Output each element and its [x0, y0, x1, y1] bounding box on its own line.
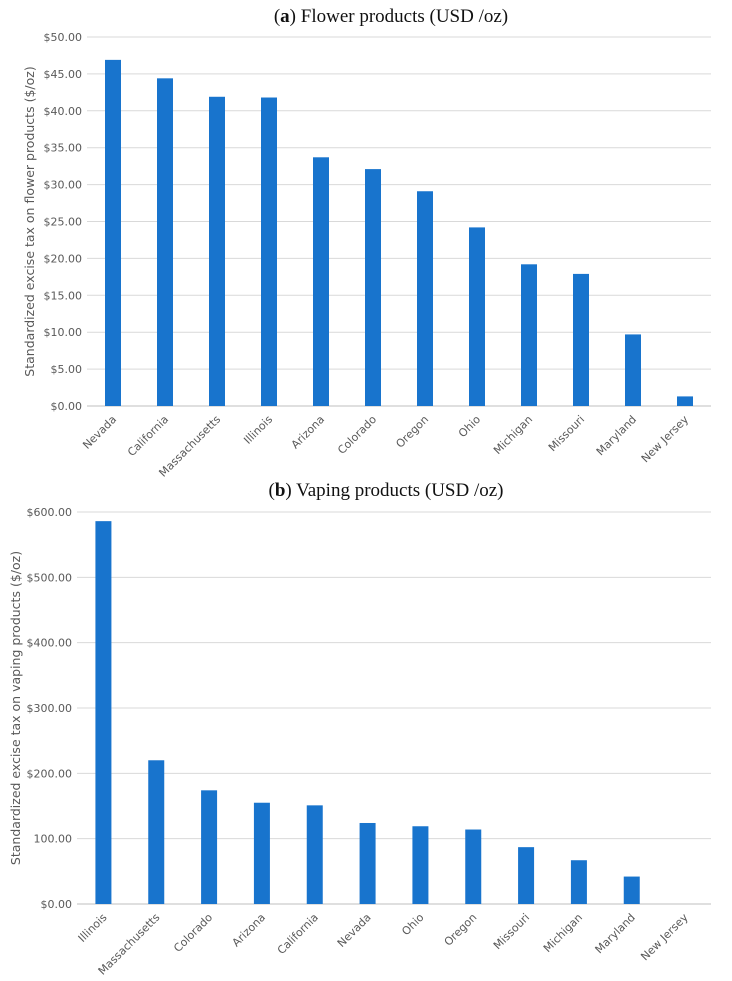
x-tick-label: Colorado [171, 911, 215, 955]
x-tick-label: Arizona [230, 911, 268, 949]
y-axis-label: Standardized excise tax on flower produc… [22, 66, 37, 376]
title-close-paren: ) [290, 6, 301, 27]
y-tick-label: $50.00 [44, 31, 83, 44]
bar-michigan [570, 860, 587, 904]
bar-maryland [623, 876, 640, 904]
bar-ohio [412, 826, 429, 904]
bar-arizona [313, 157, 329, 406]
x-tick-label: New Jersey [639, 413, 692, 466]
title-text: Vaping products (USD /oz) [296, 480, 503, 501]
bar-arizona [253, 802, 270, 904]
y-tick-label: $200.00 [27, 767, 73, 780]
x-tick-label: Illinois [76, 911, 110, 945]
x-tick-label: Ohio [399, 911, 426, 938]
x-tick-label: Maryland [593, 911, 638, 956]
bar-missouri [573, 273, 589, 406]
x-tick-label: Illinois [241, 413, 275, 447]
y-tick-label: $300.00 [27, 702, 73, 715]
y-tick-label: $400.00 [27, 637, 73, 650]
bar-colorado [201, 790, 218, 904]
x-tick-label: Michigan [541, 911, 585, 955]
y-tick-label: $35.00 [44, 142, 83, 155]
chart-flower-products: (a) Flower products (USD /oz) $0.00 $5.00 $… [22, 6, 711, 480]
y-tick-label: 100.00 [34, 833, 73, 846]
title-panel-label: a [280, 6, 290, 27]
y-tick-label: $30.00 [44, 179, 83, 192]
y-tick-label: $40.00 [44, 105, 83, 118]
chart-vaping-products: (b) Vaping products (USD /oz) $0.00 100.00… [8, 480, 711, 978]
x-tick-label: Oregon [393, 413, 431, 451]
bar-illinois [95, 521, 112, 904]
bar-california [157, 78, 173, 406]
x-tick-label: Ohio [456, 413, 483, 440]
x-tick-label: Nevada [80, 413, 119, 452]
y-tick-label: $10.00 [44, 326, 83, 339]
chart-title: (a) Flower products (USD /oz) [274, 6, 508, 27]
x-tick-label: Maryland [594, 413, 639, 458]
title-close-paren: ) [285, 480, 296, 501]
y-tick-label: $15.00 [44, 289, 83, 302]
title-panel-label: b [275, 480, 286, 501]
y-tick-label: $45.00 [44, 68, 83, 81]
title-open-paren: ( [268, 480, 274, 501]
title-open-paren: ( [274, 6, 280, 27]
bar-missouri [518, 847, 535, 904]
x-tick-label: Arizona [289, 413, 327, 451]
x-tick-label: Nevada [335, 911, 374, 950]
y-tick-label: $0.00 [41, 898, 73, 911]
x-tick-label: California [275, 911, 321, 957]
title-text: Flower products (USD /oz) [301, 6, 508, 27]
x-tick-label: Oregon [442, 911, 480, 949]
bar-nevada [105, 59, 121, 407]
bar-michigan [521, 264, 537, 406]
y-axis-label: Standardized excise tax on vaping produc… [8, 551, 23, 865]
x-tick-label: Colorado [335, 413, 379, 457]
x-tick-label: New Jersey [638, 911, 691, 964]
bar-colorado [365, 169, 381, 406]
bar-california [306, 805, 323, 904]
y-tick-label: $25.00 [44, 216, 83, 229]
bar-massachusetts [148, 760, 165, 904]
bar-oregon [417, 191, 433, 406]
bar-maryland [625, 334, 641, 406]
y-tick-label: $600.00 [27, 506, 73, 519]
bar-new-jersey [677, 396, 693, 406]
x-tick-label: Missouri [546, 413, 587, 454]
bar-nevada [359, 822, 376, 904]
x-tick-label: Missouri [491, 911, 532, 952]
x-tick-label: Michigan [491, 413, 535, 457]
y-tick-label: $20.00 [44, 252, 83, 265]
y-tick-label: $500.00 [27, 571, 73, 584]
bar-ohio [469, 227, 485, 406]
chart-title: (b) Vaping products (USD /oz) [268, 480, 503, 501]
y-tick-label: $0.00 [51, 400, 83, 413]
y-tick-label: $5.00 [51, 363, 83, 376]
bar-massachusetts [209, 96, 225, 406]
bar-illinois [261, 97, 277, 407]
x-tick-label: California [125, 413, 171, 459]
bar-oregon [465, 829, 482, 904]
